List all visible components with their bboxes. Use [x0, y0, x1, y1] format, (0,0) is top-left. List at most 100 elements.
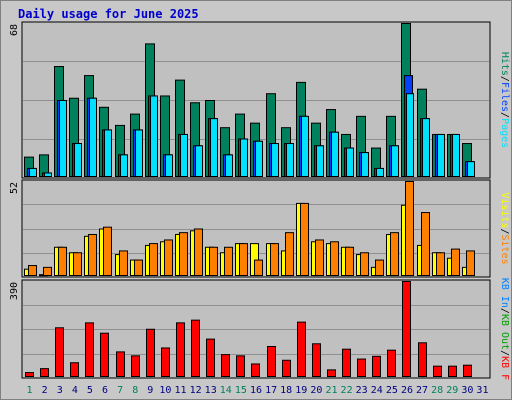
legend-separator: /: [499, 228, 510, 234]
panel-1-legend: Hits/Files/Pages: [499, 52, 510, 148]
kb-f-bar-day-15: [236, 355, 245, 378]
kb-f-bar-day-11: [176, 322, 185, 378]
sites-bar-day-28: [436, 252, 445, 276]
legend-entry-kb-in: KB In: [499, 278, 510, 308]
panel-3-y-max-label: 390: [9, 282, 20, 300]
sites-bar-day-11: [179, 232, 188, 276]
pages-bar-day-1: [29, 167, 37, 178]
sites-bar-day-15: [239, 243, 248, 277]
pages-bar-day-22: [346, 147, 354, 177]
sites-bar-day-5: [88, 233, 97, 277]
legend-entry-kb-out: KB Out: [499, 314, 510, 350]
kb-f-bar-day-22: [342, 348, 351, 378]
pages-bar-day-21: [331, 131, 339, 178]
sites-bar-day-7: [119, 250, 128, 277]
pages-bar-day-20: [316, 145, 324, 177]
pages-bar-day-18: [286, 143, 294, 178]
sites-bar-day-30: [466, 250, 475, 277]
kb-f-bar-day-14: [221, 354, 230, 378]
x-tick-label-day-16: 16: [250, 385, 262, 396]
kb-f-bar-day-20: [312, 343, 321, 377]
kb-f-bar-day-5: [85, 322, 94, 378]
panel-2-legend: Visits/Sites: [499, 192, 510, 264]
panel-3-legend: KB In/KB Out/KB F: [499, 278, 510, 380]
sites-bar-day-1: [28, 265, 37, 276]
x-tick-label-day-15: 15: [235, 385, 247, 396]
x-tick-label-day-5: 5: [87, 385, 93, 396]
kb-f-bar-day-28: [433, 365, 442, 377]
kb-f-bar-day-7: [116, 351, 125, 377]
panel-2-y-max-label: 52: [9, 182, 20, 194]
x-tick-label-day-8: 8: [132, 385, 138, 396]
sites-bar-day-20: [315, 239, 324, 276]
x-tick-label-day-23: 23: [356, 385, 368, 396]
x-tick-label-day-12: 12: [190, 385, 202, 396]
pages-bar-day-5: [89, 97, 97, 177]
kb-f-bar-day-23: [357, 358, 366, 377]
pages-bar-day-3: [59, 100, 67, 177]
kb-f-bar-day-13: [206, 338, 215, 378]
kb-f-bar-day-27: [418, 342, 427, 377]
kb-f-bar-day-12: [191, 319, 200, 377]
x-tick-label-day-29: 29: [446, 385, 458, 396]
x-tick-label-day-3: 3: [57, 385, 63, 396]
kb-f-bar-day-1: [25, 372, 34, 378]
kb-f-bar-day-29: [448, 365, 457, 377]
x-tick-label-day-19: 19: [295, 385, 307, 396]
pages-bar-day-16: [255, 140, 263, 178]
sites-bar-day-23: [360, 252, 369, 276]
x-tick-label-day-17: 17: [265, 385, 277, 396]
pages-bar-day-4: [74, 143, 82, 178]
x-tick-label-day-26: 26: [401, 385, 413, 396]
x-tick-label-day-25: 25: [386, 385, 398, 396]
pages-bar-day-6: [104, 129, 112, 177]
pages-bar-day-17: [271, 143, 279, 178]
sites-bar-day-6: [103, 226, 112, 277]
kb-f-bar-day-9: [146, 328, 155, 377]
kb-f-bar-day-26: [402, 281, 411, 377]
chart-title: Daily usage for June 2025: [18, 7, 199, 21]
kb-f-bar-day-6: [100, 332, 109, 378]
kb-f-bar-day-18: [282, 359, 291, 377]
kb-f-bar-day-24: [372, 355, 381, 378]
legend-separator: /: [499, 350, 510, 356]
sites-bar-day-17: [270, 243, 279, 277]
sites-bar-day-19: [300, 202, 309, 276]
legend-separator: /: [499, 308, 510, 314]
sites-bar-day-18: [285, 232, 294, 276]
pages-bar-day-13: [210, 118, 218, 177]
sites-bar-day-26: [405, 181, 414, 276]
legend-entry-kb-f: KB F: [499, 356, 510, 380]
legend-separator: /: [499, 76, 510, 82]
pages-bar-day-11: [180, 133, 188, 177]
pages-bar-day-30: [467, 161, 475, 178]
sites-bar-day-12: [194, 228, 203, 276]
sites-bar-day-9: [149, 243, 158, 277]
x-tick-label-day-30: 30: [461, 385, 473, 396]
x-tick-label-day-6: 6: [102, 385, 108, 396]
x-tick-label-day-31: 31: [476, 385, 488, 396]
kb-f-bar-day-25: [387, 349, 396, 377]
pages-bar-day-26: [406, 93, 414, 177]
pages-bar-day-10: [165, 154, 173, 177]
x-tick-label-day-1: 1: [27, 385, 33, 396]
kb-f-bar-day-19: [297, 321, 306, 378]
x-tick-label-day-14: 14: [220, 385, 232, 396]
pages-bar-day-29: [452, 133, 460, 177]
kb-f-bar-day-2: [40, 368, 49, 377]
kb-f-bar-day-16: [251, 363, 260, 378]
pages-bar-day-25: [391, 145, 399, 177]
pages-bar-day-15: [240, 138, 248, 177]
legend-entry-hits: Hits: [499, 52, 510, 76]
pages-bar-day-12: [195, 145, 203, 177]
sites-bar-day-14: [224, 246, 233, 276]
x-tick-label-day-11: 11: [174, 385, 186, 396]
kb-f-bar-day-21: [327, 369, 336, 378]
kb-f-bar-day-3: [55, 327, 64, 377]
x-tick-label-day-10: 10: [159, 385, 171, 396]
legend-entry-pages: Pages: [499, 118, 510, 148]
kb-f-bar-day-4: [70, 362, 79, 378]
sites-bar-day-24: [375, 259, 384, 276]
x-tick-label-day-24: 24: [371, 385, 383, 396]
